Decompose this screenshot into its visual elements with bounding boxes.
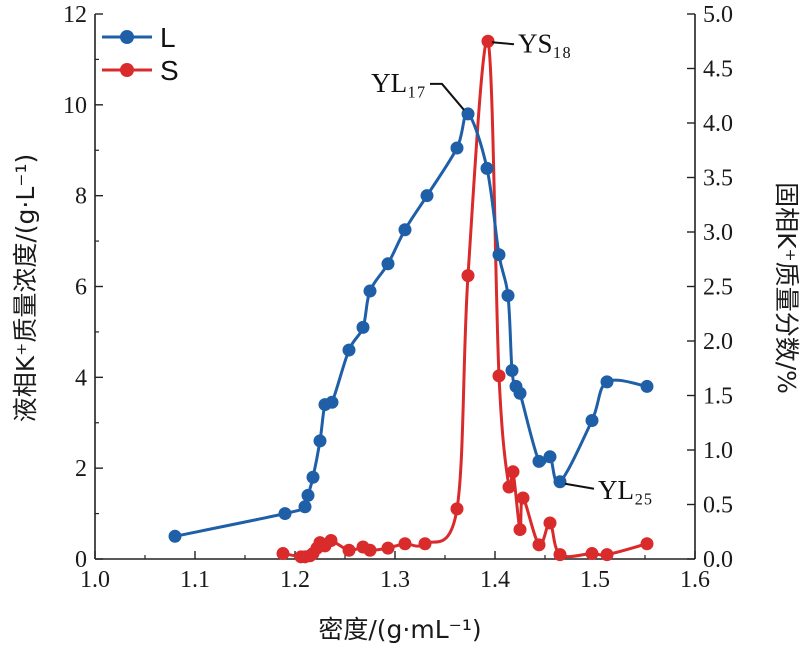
- series-line-l: [174, 112, 648, 538]
- y-right-axis-title: 固相K⁺质量分数/%: [772, 182, 800, 394]
- point-l-14: [450, 141, 464, 155]
- point-l-17: [492, 248, 506, 262]
- y-right-tick-label: 1.0: [703, 438, 733, 464]
- annotation-text: YS₁₈: [518, 28, 571, 58]
- point-l-21: [513, 386, 527, 400]
- point-l-22: [532, 454, 546, 468]
- y-right-tick-label: 2.5: [703, 275, 733, 301]
- y-right-tick-label: 5.0: [703, 2, 733, 28]
- series-layer: [168, 34, 654, 564]
- legend-label-s: S: [160, 55, 179, 86]
- point-s-24: [543, 516, 557, 530]
- point-l-26: [600, 375, 614, 389]
- y-right-tick-label: 1.5: [703, 384, 733, 410]
- point-s-12: [381, 541, 395, 555]
- point-s-23: [532, 538, 546, 552]
- point-l-18: [501, 289, 515, 303]
- point-l-25: [585, 413, 599, 427]
- point-s-13: [398, 537, 412, 551]
- point-s-16: [461, 269, 475, 283]
- point-l-12: [398, 223, 412, 237]
- annotations: YL₁₇ YS₁₈ YL₂₅: [371, 28, 653, 505]
- point-s-14: [418, 537, 432, 551]
- point-l-23: [543, 450, 557, 464]
- y-left-tick-label: 6: [75, 275, 87, 301]
- point-s-11: [363, 543, 377, 557]
- y-right-tick-label: 3.0: [703, 220, 733, 246]
- annotation-yl25: YL₂₅: [564, 475, 653, 505]
- point-l-5: [313, 434, 327, 448]
- y-left-tick-label: 8: [75, 184, 87, 210]
- point-s-22: [516, 491, 530, 505]
- point-l-7: [325, 395, 339, 409]
- y-left-tick-label: 10: [63, 93, 87, 119]
- annotation-yl17: YL₁₇: [371, 68, 465, 111]
- annotation-ys18: YS₁₈: [491, 28, 571, 58]
- point-l-4: [306, 470, 320, 484]
- point-s-19: [502, 480, 516, 494]
- point-l-0: [168, 529, 182, 543]
- y-left-tick-label: 4: [75, 365, 87, 391]
- legend-marker-s: [120, 63, 134, 77]
- y-left-axis-title: 液相K⁺质量浓度/(g·L⁻¹): [11, 154, 40, 422]
- y-left-tick-label: 2: [75, 456, 87, 482]
- point-s-26: [585, 547, 599, 561]
- y-right-tick-label: 3.5: [703, 166, 733, 192]
- point-l-13: [420, 189, 434, 203]
- y-left-tick-label: 12: [63, 2, 87, 28]
- series-s: [276, 34, 654, 564]
- y-right-tick-label: 0.5: [703, 493, 733, 519]
- x-tick-label: 1.4: [480, 567, 510, 593]
- point-l-1: [278, 507, 292, 521]
- point-l-8: [342, 343, 356, 357]
- point-s-8: [324, 533, 338, 547]
- annotation-leader: [564, 482, 595, 490]
- point-l-9: [356, 320, 370, 334]
- point-s-28: [640, 537, 654, 551]
- point-s-15: [450, 502, 464, 516]
- legend-marker-l: [120, 30, 134, 44]
- y-right-tick-label: 4.0: [703, 111, 733, 137]
- x-tick-label: 1.0: [80, 567, 110, 593]
- x-tick-label: 1.3: [380, 567, 410, 593]
- point-l-15: [461, 107, 475, 121]
- point-s-9: [342, 543, 356, 557]
- point-s-17: [481, 34, 495, 48]
- point-s-20: [506, 465, 520, 479]
- annotation-text: YL₁₇: [371, 68, 426, 98]
- y-left-tick-label: 0: [75, 547, 87, 573]
- point-s-25: [553, 548, 567, 562]
- point-l-11: [381, 257, 395, 271]
- x-tick-label: 1.6: [680, 567, 710, 593]
- annotation-text: YL₂₅: [598, 475, 653, 505]
- legend-label-l: L: [160, 22, 176, 53]
- point-l-24: [553, 475, 567, 489]
- y-right-tick-label: 4.5: [703, 57, 733, 83]
- point-s-21: [513, 523, 527, 537]
- x-tick-label: 1.5: [580, 567, 610, 593]
- x-tick-label: 1.1: [180, 567, 210, 593]
- x-tick-label: 1.2: [280, 567, 310, 593]
- legend: L S: [102, 22, 179, 86]
- y-right-tick-label: 0.0: [703, 547, 733, 573]
- series-l: [168, 107, 654, 543]
- point-l-16: [480, 161, 494, 175]
- point-s-27: [600, 548, 614, 562]
- point-s-0: [276, 547, 290, 561]
- point-l-19: [505, 364, 519, 378]
- y-right-tick-label: 2.0: [703, 329, 733, 355]
- axes: 1.0 1.1 1.2 1.3 1.4 1.5 1.6 0 2 4 6 8 10 12 0.0 0.5 1.0 1…: [63, 2, 733, 593]
- annotation-leader: [430, 82, 465, 111]
- annotation-leader: [491, 41, 515, 46]
- point-l-3: [301, 488, 315, 502]
- point-l-2: [298, 500, 312, 514]
- x-axis-title: 密度/(g·mL⁻¹): [318, 615, 481, 644]
- point-l-27: [640, 379, 654, 393]
- point-s-18: [492, 369, 506, 383]
- point-l-10: [363, 284, 377, 298]
